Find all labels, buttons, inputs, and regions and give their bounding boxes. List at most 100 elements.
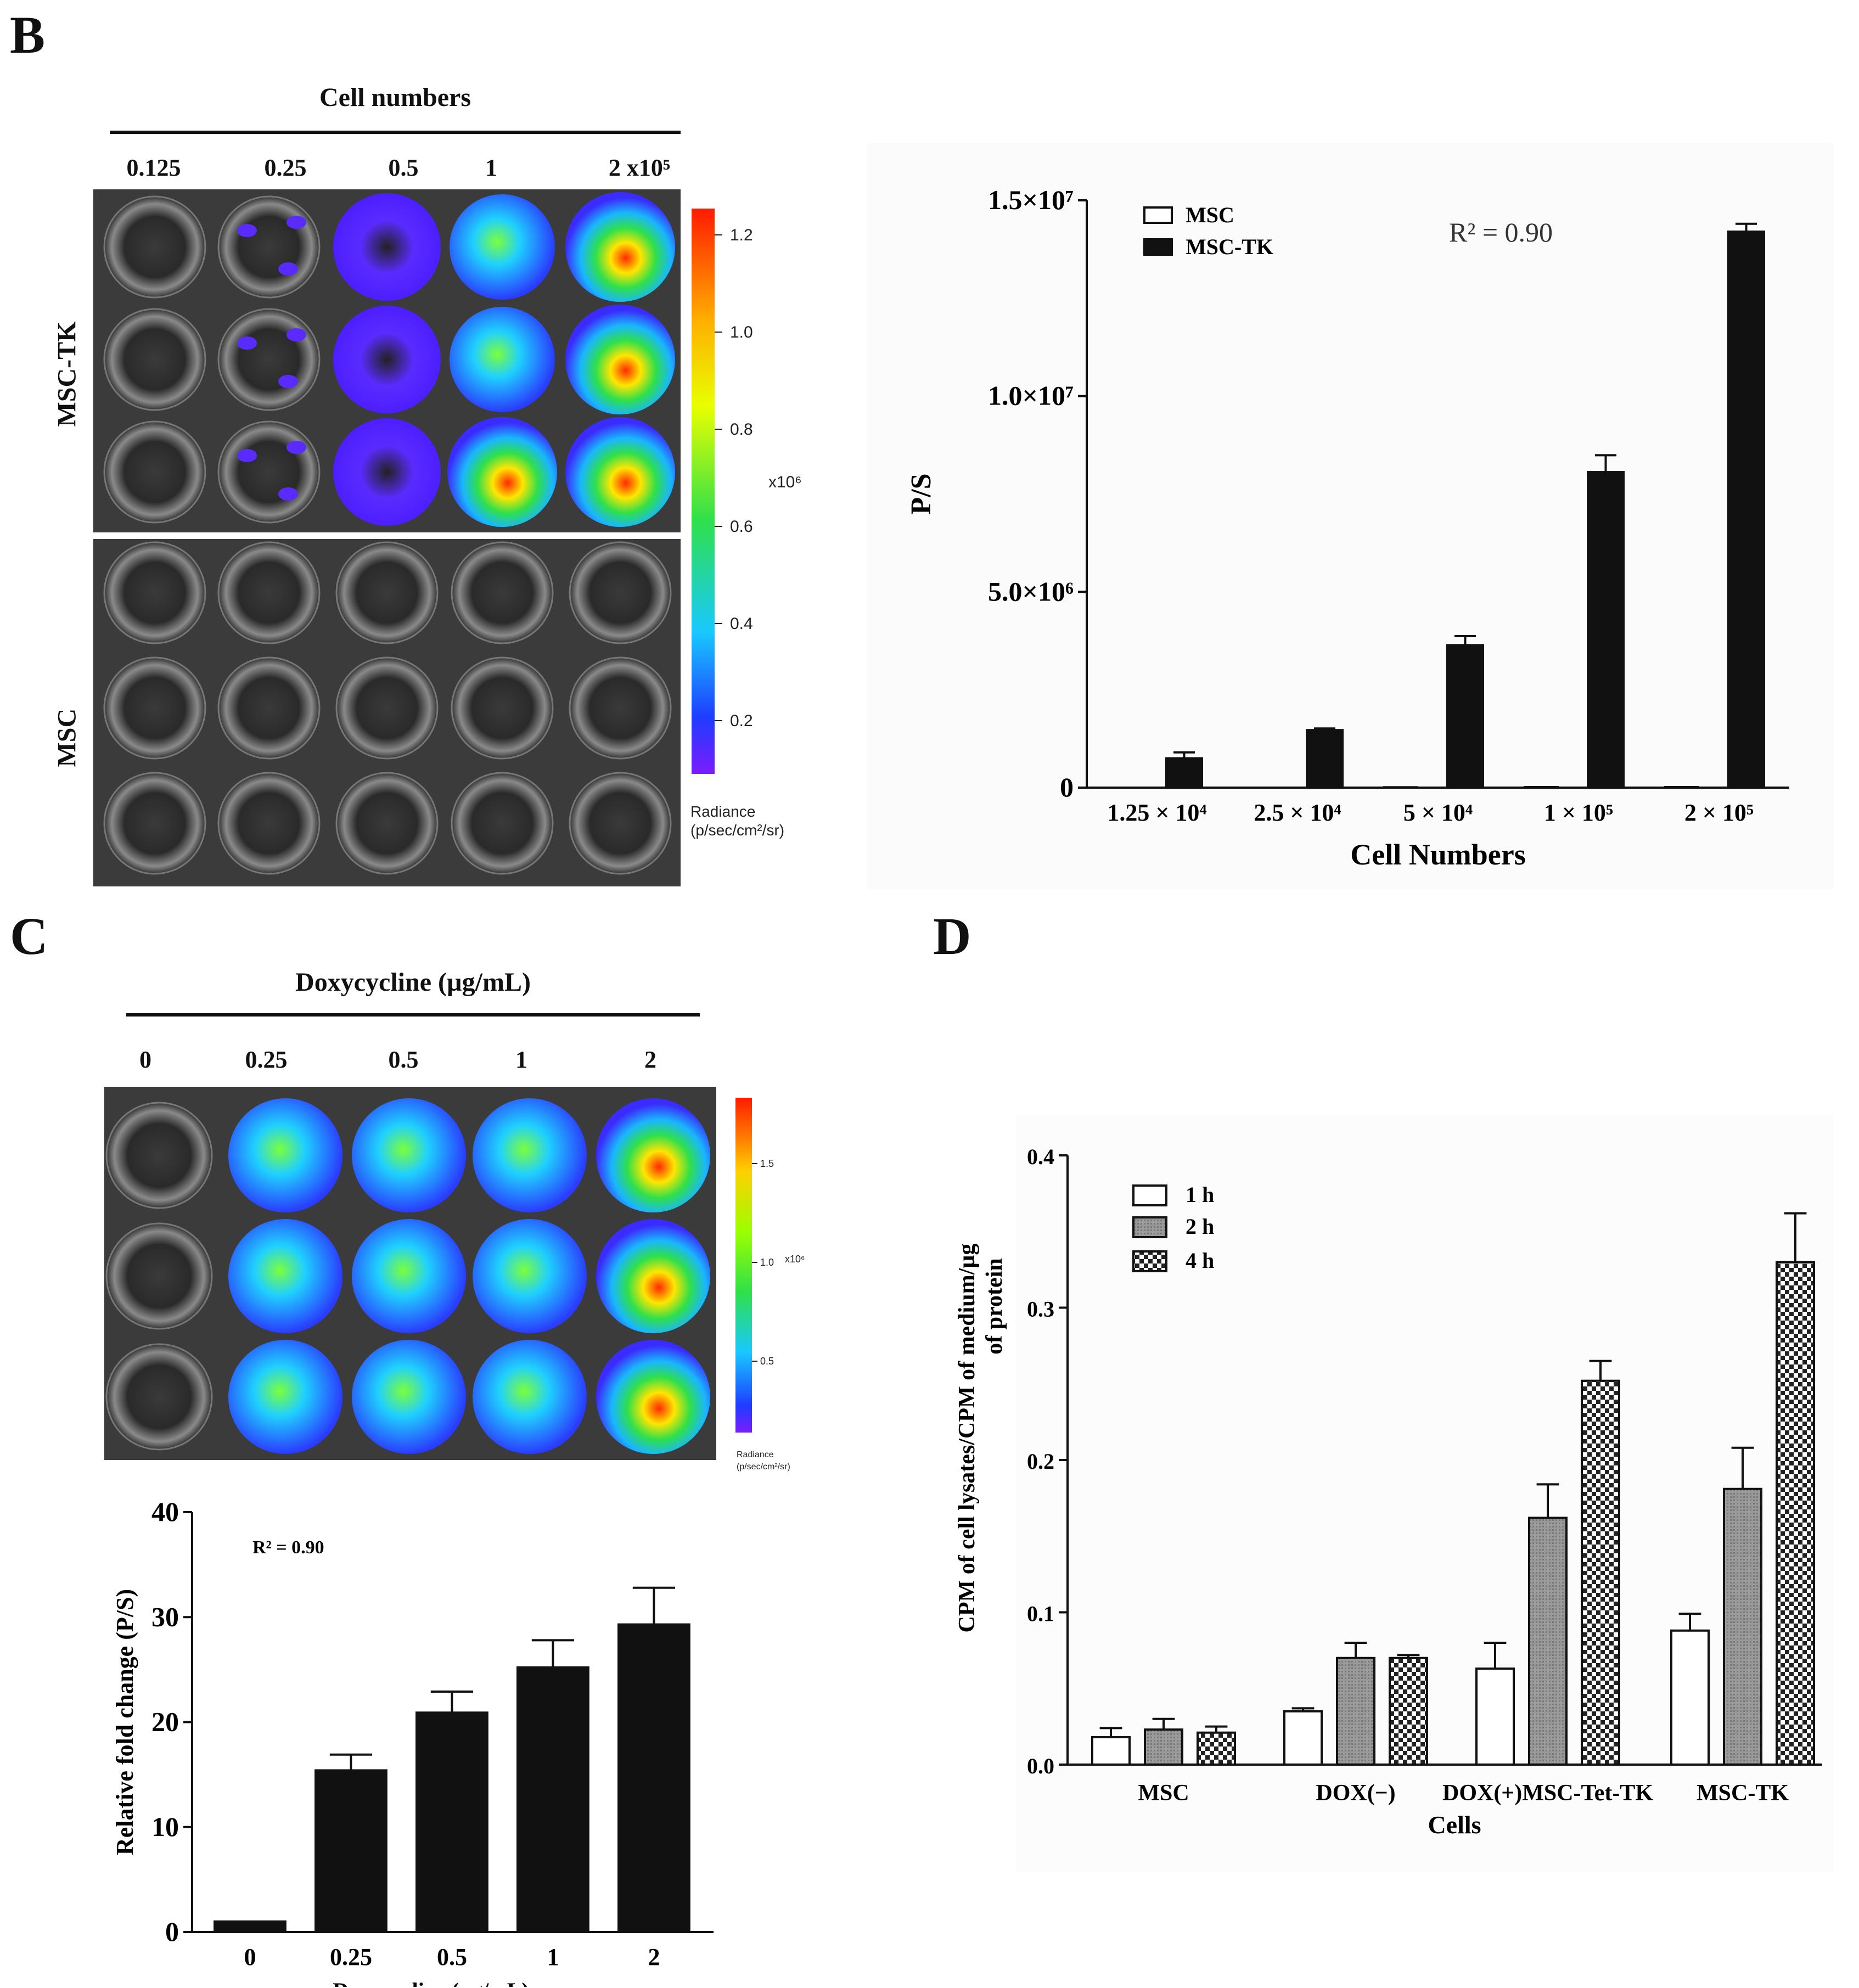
plate-well xyxy=(217,308,321,411)
luminescence-signal xyxy=(565,305,675,414)
plate-well xyxy=(451,772,554,875)
x-tick-label: 1 × 10⁵ xyxy=(1544,799,1613,826)
c-colorbar: 0.5 1.0 1.5 x10⁶ Radiance (p/sec/cm²/sr) xyxy=(735,1098,805,1472)
b-colorbar-title-line1: Radiance xyxy=(690,803,756,820)
plate-well xyxy=(335,541,439,644)
y-axis-label: P/S xyxy=(906,473,937,514)
bar xyxy=(617,1623,690,1933)
colorbar-tick-label: 1.0 xyxy=(760,1257,774,1268)
b-colorbar-title-line2: (p/sec/cm²/sr) xyxy=(690,822,785,839)
y-tick-label: 10 xyxy=(151,1811,179,1842)
plate-well xyxy=(217,420,321,524)
plate-well xyxy=(335,772,439,875)
b-column-label: 0.25 xyxy=(264,154,307,181)
bar xyxy=(1670,1629,1710,1766)
x-tick-label: MSC-TK xyxy=(1697,1781,1789,1806)
r-squared-annotation: R² = 0.90 xyxy=(252,1537,324,1558)
luminescence-signal xyxy=(565,417,675,527)
bar xyxy=(1723,1487,1762,1766)
luminescence-signal xyxy=(237,224,257,237)
b-header-rule xyxy=(110,131,681,134)
x-tick-label: 0.25 xyxy=(330,1944,372,1970)
luminescence-signal xyxy=(333,306,441,413)
luminescence-signal xyxy=(473,1098,587,1212)
c-column-label: 0.25 xyxy=(245,1046,288,1073)
luminescence-signal xyxy=(333,418,441,526)
c-image-header: Doxycycline (µg/mL) xyxy=(295,968,531,997)
x-tick-label: MSC xyxy=(1138,1781,1189,1806)
luminescence-signal xyxy=(287,216,306,229)
y-tick-label: 40 xyxy=(151,1496,179,1527)
x-axis-label: Cells xyxy=(1428,1811,1481,1839)
y-axis-label-line2: of protein xyxy=(982,1258,1007,1354)
b-row-label-msc-tk: MSC-TK xyxy=(52,321,82,427)
bar xyxy=(1383,786,1418,789)
bar xyxy=(1389,1656,1428,1766)
bar xyxy=(1197,1731,1236,1766)
y-tick-label: 20 xyxy=(151,1706,179,1737)
plate-well xyxy=(103,656,206,760)
plate-well xyxy=(335,656,439,760)
luminescence-signal xyxy=(450,194,555,300)
luminescence-signal xyxy=(228,1219,342,1333)
y-tick-label: 0.4 xyxy=(1027,1144,1054,1169)
luminescence-signal xyxy=(565,192,675,302)
colorbar-tick-label: 1.0 xyxy=(730,323,753,341)
legend-label: MSC xyxy=(1186,203,1234,227)
x-tick-label: DOX(−) xyxy=(1316,1781,1395,1806)
b-column-label: 2 x10⁵ xyxy=(608,154,671,181)
b-column-label: 1 xyxy=(485,154,497,181)
bar xyxy=(1727,231,1765,789)
luminescence-signal xyxy=(596,1219,710,1333)
luminescence-signal xyxy=(473,1340,587,1454)
x-tick-label: 2.5 × 10⁴ xyxy=(1254,799,1341,826)
plate-well xyxy=(569,541,672,644)
c-column-label: 2 xyxy=(644,1046,656,1073)
legend-swatch xyxy=(1132,1184,1167,1206)
plate-well xyxy=(103,308,206,411)
legend-label: MSC-TK xyxy=(1186,234,1273,259)
y-tick-label: 0.1 xyxy=(1027,1602,1054,1626)
bar xyxy=(1144,1728,1183,1766)
y-tick-label: 5.0×10⁶ xyxy=(988,576,1074,606)
luminescence-signal xyxy=(473,1219,587,1333)
y-tick-label: 0.3 xyxy=(1027,1297,1054,1322)
luminescence-signal xyxy=(596,1340,710,1454)
bar xyxy=(1587,471,1625,789)
colorbar-tick-label: 0.8 xyxy=(730,420,753,439)
legend-swatch-msc xyxy=(1143,206,1173,224)
legend-label: 4 h xyxy=(1186,1248,1214,1273)
legend-label: 1 h xyxy=(1186,1182,1214,1207)
plate-well xyxy=(217,195,321,299)
panel-letter-d: D xyxy=(933,907,971,965)
luminescence-signal xyxy=(352,1098,466,1212)
plate-well xyxy=(217,656,321,760)
luminescence-signal xyxy=(352,1219,466,1333)
bar xyxy=(1664,785,1699,789)
y-axis-label-line1: CPM of cell lysates/CPM of medium/µg xyxy=(954,1244,980,1633)
bar xyxy=(1581,1379,1620,1766)
luminescence-signal xyxy=(287,441,306,454)
luminescence-signal xyxy=(278,375,298,388)
y-tick-label: 0.0 xyxy=(1027,1754,1054,1778)
panel-letter-b: B xyxy=(10,5,46,64)
plate-well xyxy=(451,541,554,644)
x-axis-label: Cell Numbers xyxy=(1350,838,1525,871)
c-header-rule xyxy=(126,1013,700,1017)
bar xyxy=(516,1666,589,1933)
luminescence-signal xyxy=(278,487,298,501)
x-tick-label: 0.5 xyxy=(437,1944,467,1970)
b-colorbar-multiplier: x10⁶ xyxy=(768,473,802,491)
bar xyxy=(1446,644,1484,789)
legend-swatch xyxy=(1132,1216,1167,1238)
plate-well xyxy=(103,420,206,524)
luminescence-signal xyxy=(596,1098,710,1212)
x-tick-label: 1.25 × 10⁴ xyxy=(1107,799,1206,826)
c-bar-chart: 0 10 20 30 40 0 0.25 0.5 1 2 Doxycycline (µg/mL) Re… xyxy=(111,1496,714,1987)
luminescence-signal xyxy=(228,1098,342,1212)
c-colorbar-title-line2: (p/sec/cm²/sr) xyxy=(737,1462,790,1472)
x-tick-label: 0 xyxy=(244,1944,256,1970)
x-tick-label: DOX(+)MSC-Tet-TK xyxy=(1442,1781,1653,1806)
luminescence-signal xyxy=(287,328,306,341)
bar xyxy=(314,1769,387,1933)
